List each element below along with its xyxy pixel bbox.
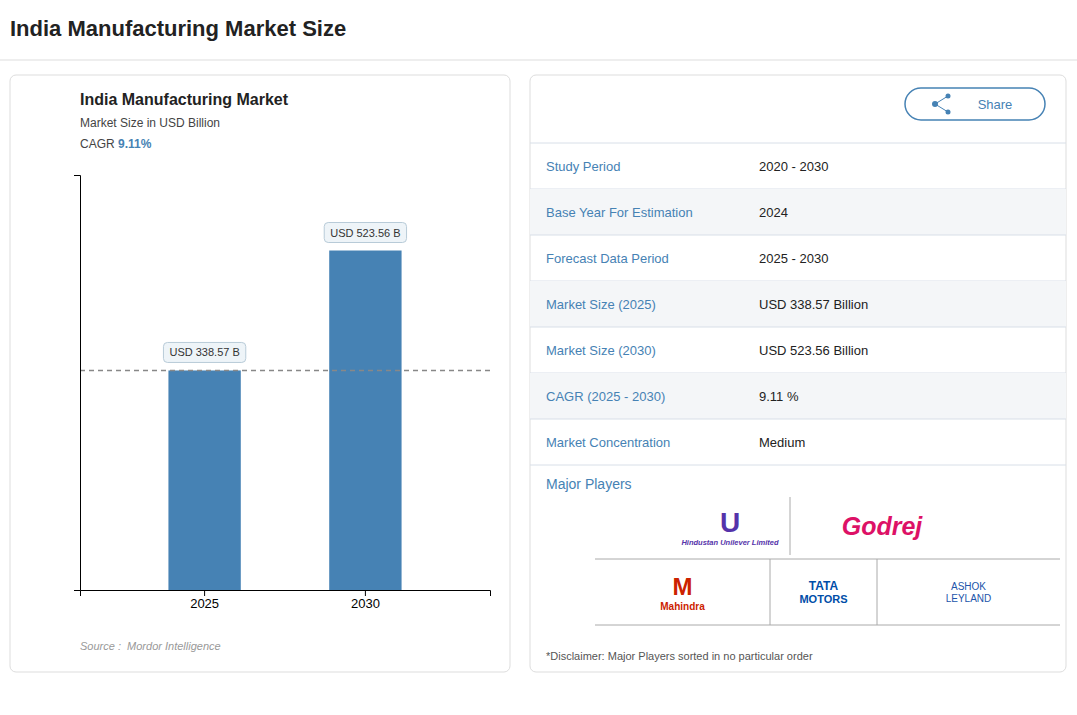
- logo-grid-line: [595, 559, 1060, 560]
- data-label-group: USD 523.56 B: [324, 223, 406, 243]
- logo-grid-line: [877, 559, 878, 625]
- row-shade: [530, 281, 1066, 327]
- table-value: Medium: [759, 435, 805, 450]
- table-row: Market Size (2030) USD 523.56 Billion: [530, 343, 1066, 373]
- player-logo-text: U: [720, 507, 740, 538]
- card: [10, 75, 510, 672]
- bar: [329, 251, 401, 590]
- table-value: 2020 - 2030: [759, 159, 828, 174]
- row-shade: [530, 189, 1066, 235]
- annotation-part: CAGR: [80, 137, 118, 151]
- table-row: Study Period 2020 - 2030: [530, 159, 1066, 189]
- player-logo: Godrej: [842, 512, 924, 540]
- table-label: CAGR (2025 - 2030): [546, 389, 665, 404]
- table-value: USD 338.57 Billion: [759, 297, 868, 312]
- share-label[interactable]: Share: [978, 97, 1013, 112]
- player-logo-text: LEYLAND: [946, 593, 992, 604]
- table-value: USD 523.56 Billion: [759, 343, 868, 358]
- share-icon[interactable]: [935, 96, 948, 112]
- table-value: 9.11 %: [759, 389, 799, 404]
- table-label: Base Year For Estimation: [546, 205, 693, 220]
- players-label: Major Players: [546, 476, 632, 492]
- share-button[interactable]: Share: [905, 88, 1045, 120]
- tick-mark: [365, 590, 366, 596]
- player-logo: TATAMOTORS: [799, 579, 847, 605]
- share-outline[interactable]: [905, 88, 1045, 120]
- reference-line: [80, 370, 490, 372]
- table-line: [530, 465, 1066, 466]
- player-logo: UHindustan Unilever Limited: [681, 507, 779, 547]
- player-logo-text: ASHOK: [951, 581, 986, 592]
- separator: [0, 60, 1077, 61]
- row-shade: [530, 373, 1066, 419]
- table-row: CAGR (2025 - 2030) 9.11 %: [530, 373, 1066, 419]
- table-row: Market Size (2025) USD 338.57 Billion: [530, 281, 1066, 327]
- player-logo: ASHOKLEYLAND: [946, 581, 992, 604]
- page-title: India Manufacturing Market Size: [10, 16, 346, 41]
- table-label: Forecast Data Period: [546, 251, 669, 266]
- source: Source : Mordor Intelligence: [80, 640, 221, 652]
- logo-grid-line: [770, 559, 771, 625]
- annotation-part: 9.11%: [118, 137, 152, 151]
- player-logo-text: Godrej: [842, 512, 924, 540]
- table-line: [530, 327, 1066, 328]
- player-logo-text: MOTORS: [799, 593, 847, 605]
- logo-grid-line: [790, 497, 791, 555]
- card: [530, 75, 1066, 672]
- player-logo: MMahindra: [660, 573, 705, 611]
- data-label-box: [324, 223, 406, 243]
- logo-grid-line: [595, 625, 1060, 626]
- data-label: USD 523.56 B: [330, 227, 400, 239]
- tick-label: 2030: [351, 596, 380, 611]
- y-axis: [74, 176, 81, 591]
- player-logo-text: Hindustan Unilever Limited: [681, 538, 779, 547]
- table-line: [530, 419, 1066, 420]
- tick: 2025: [190, 590, 219, 611]
- bar: [168, 370, 240, 590]
- table-row: Forecast Data Period 2025 - 2030: [530, 251, 1066, 281]
- x-axis: 2025 2030: [81, 590, 491, 611]
- table-label: Market Concentration: [546, 435, 670, 450]
- table-value: 2024: [759, 205, 788, 220]
- page: India Manufacturing Market Size India Man…: [0, 0, 1077, 715]
- table-line: [530, 235, 1066, 236]
- table-label: Market Size (2025): [546, 297, 656, 312]
- data-label: USD 338.57 B: [169, 346, 239, 358]
- tick: 2030: [351, 590, 380, 611]
- axis-line: [74, 176, 81, 591]
- tick-label: 2025: [190, 596, 219, 611]
- table-row: Base Year For Estimation 2024: [530, 189, 1066, 235]
- table-label: Study Period: [546, 159, 620, 174]
- annotation: CAGR 9.11%: [80, 137, 152, 151]
- table-line: [530, 143, 1066, 144]
- table-label: Market Size (2030): [546, 343, 656, 358]
- data-label-group: USD 338.57 B: [163, 342, 245, 362]
- table-row: Market Concentration Medium: [530, 435, 1066, 465]
- marks: [80, 251, 490, 590]
- chart-title: India Manufacturing Market: [80, 91, 289, 108]
- player-logo-text: M: [673, 573, 693, 600]
- player-logo-text: TATA: [809, 579, 839, 593]
- disclaimer: *Disclaimer: Major Players sorted in no …: [546, 650, 813, 662]
- data-label-box: [163, 342, 245, 362]
- axis-line: [81, 591, 491, 597]
- table-value: 2025 - 2030: [759, 251, 828, 266]
- tick-mark: [204, 590, 205, 596]
- player-logo-text: Mahindra: [660, 601, 705, 612]
- chart-subtitle: Market Size in USD Billion: [80, 116, 220, 130]
